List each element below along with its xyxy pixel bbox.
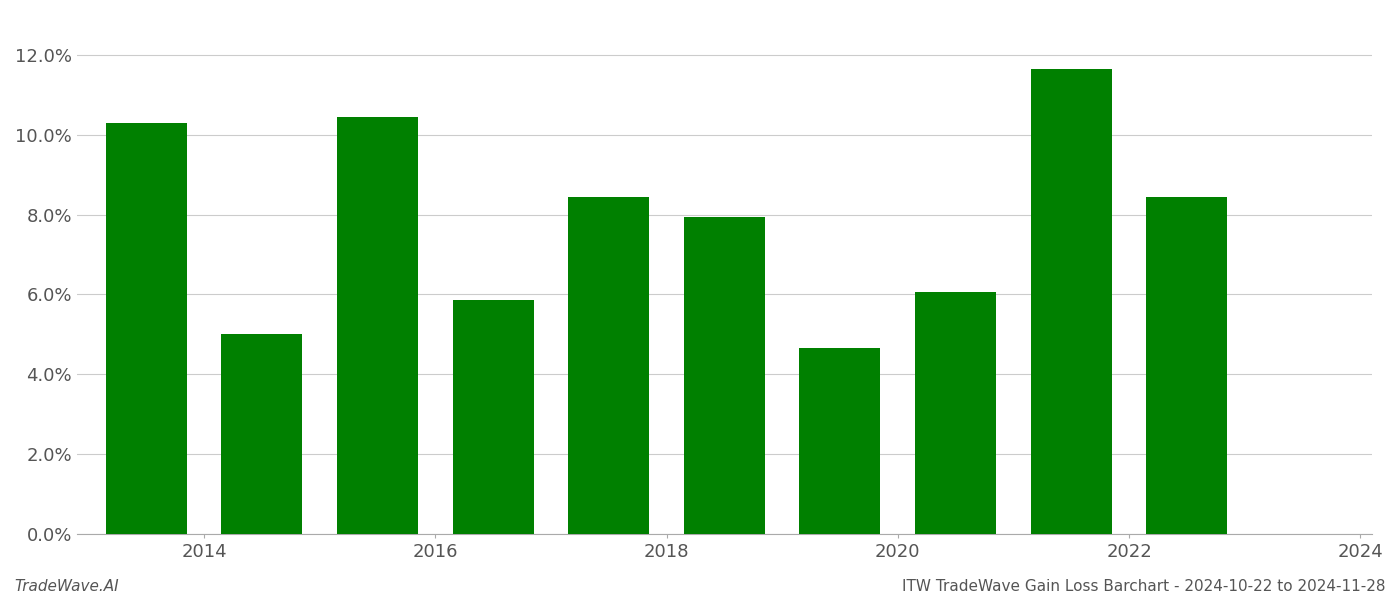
Bar — [221, 334, 302, 534]
Bar — [1030, 69, 1112, 534]
Bar — [1147, 197, 1228, 534]
Text: TradeWave.AI: TradeWave.AI — [14, 579, 119, 594]
Bar — [106, 123, 186, 534]
Bar — [452, 301, 533, 534]
Bar — [916, 292, 995, 534]
Text: ITW TradeWave Gain Loss Barchart - 2024-10-22 to 2024-11-28: ITW TradeWave Gain Loss Barchart - 2024-… — [903, 579, 1386, 594]
Bar — [337, 117, 419, 534]
Bar — [568, 197, 650, 534]
Bar — [799, 349, 881, 534]
Bar — [683, 217, 764, 534]
